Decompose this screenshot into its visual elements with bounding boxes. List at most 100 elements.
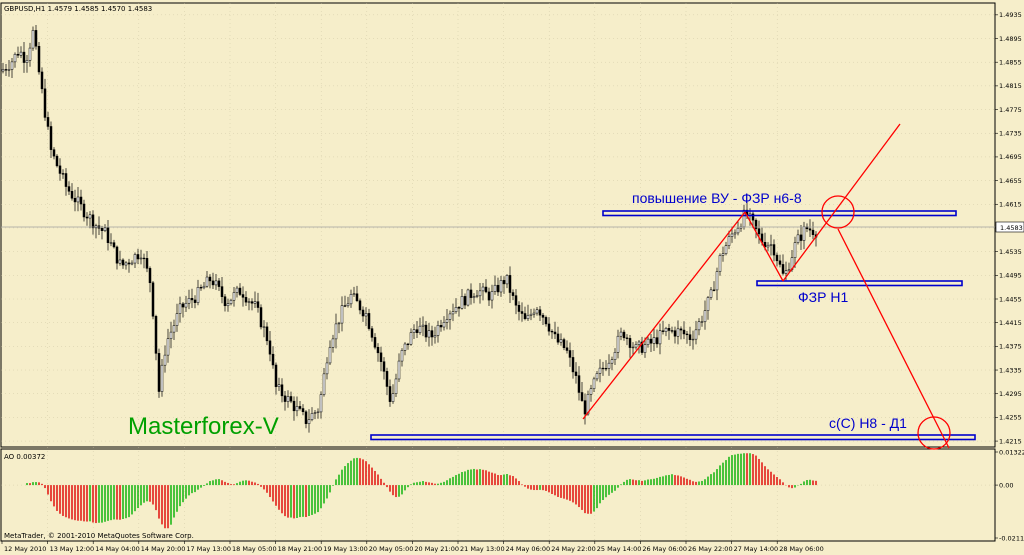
candle-bull: [631, 346, 635, 349]
candle-bear: [127, 262, 131, 265]
candle-bull: [310, 413, 314, 420]
candle-bull: [178, 303, 182, 314]
candle-bear: [91, 214, 95, 229]
candle-bull: [334, 323, 338, 340]
x-tick-label: 21 May 13:00: [460, 545, 505, 553]
zone-mid[interactable]: [756, 280, 963, 287]
candle-bear: [625, 337, 629, 339]
candle-bear: [763, 241, 767, 248]
candle-bear: [151, 282, 155, 317]
symbol-info-label: GBPUSD,H1 1.4579 1.4585 1.4570 1.4583: [4, 5, 152, 13]
candle-bull: [28, 47, 32, 61]
candle-bull: [172, 325, 176, 333]
candle-bear: [34, 30, 38, 47]
candle-bear: [115, 246, 119, 264]
candle-bull: [445, 319, 449, 323]
candle-bull: [559, 339, 563, 343]
trend-line-up[interactable]: [582, 211, 746, 420]
candle-bear: [583, 400, 587, 415]
main-panel-frame: [0, 2, 996, 448]
candle-bull: [325, 362, 329, 375]
candle-bull: [391, 393, 395, 402]
candle-bear: [523, 313, 527, 320]
candle-bull: [184, 302, 188, 308]
candle-bear: [157, 353, 161, 392]
zone-top[interactable]: [602, 210, 957, 217]
trend-line-down[interactable]: [744, 211, 784, 282]
candle-bear: [292, 400, 296, 412]
candle-bear: [415, 329, 419, 333]
candle-bull: [340, 305, 344, 324]
ao-histogram: 0.01322 0.00 -0.02115: [1, 448, 1024, 542]
candle-bear: [43, 88, 47, 118]
candle-bull: [589, 388, 593, 395]
candle-bull: [1, 69, 5, 72]
candle-bull: [691, 338, 695, 341]
ao-y-tick-label: 0.01322: [999, 448, 1024, 456]
candle-bear: [502, 280, 506, 285]
candle-bull: [133, 254, 137, 264]
candle-bear: [511, 292, 515, 296]
candle-bull: [394, 378, 398, 394]
candle-bear: [751, 213, 755, 221]
candle-bear: [223, 296, 227, 307]
candle-bull: [532, 312, 536, 315]
candle-bear: [82, 203, 86, 218]
zone-bottom[interactable]: [370, 434, 976, 441]
candle-bear: [574, 371, 578, 376]
candle-bull: [616, 335, 620, 353]
x-tick-label: 13 May 12:00: [50, 545, 95, 553]
trend-line-projection-up[interactable]: [782, 123, 901, 282]
y-tick-label: 1.4335: [999, 366, 1022, 374]
target-circle-top[interactable]: [821, 195, 855, 229]
candle-bear: [382, 361, 386, 372]
candle-bear: [565, 347, 569, 351]
trend-line-projection-down[interactable]: [837, 228, 950, 449]
candle-bull: [505, 275, 509, 285]
candle-bull: [703, 310, 707, 322]
y-tick-label: 1.4855: [999, 59, 1022, 67]
candle-bull: [529, 313, 533, 316]
candle-bear: [577, 375, 581, 393]
x-tick-label: 19 May 13:00: [323, 545, 368, 553]
candle-bear: [541, 314, 545, 318]
candle-bull: [658, 330, 662, 345]
candle-bear: [781, 264, 785, 274]
candle-bear: [508, 275, 512, 293]
candle-bear: [571, 357, 575, 373]
candle-bull: [409, 332, 413, 345]
candle-bull: [139, 257, 143, 260]
candle-bear: [271, 353, 275, 366]
candle-bear: [376, 347, 380, 354]
x-tick-label: 27 May 14:00: [734, 545, 779, 553]
candlestick-series: [1, 24, 818, 433]
candle-bear: [556, 333, 560, 343]
y-tick-label: 1.4455: [999, 295, 1022, 303]
candle-bull: [793, 242, 797, 258]
candle-bull: [421, 324, 425, 327]
candle-bear: [514, 295, 518, 306]
candle-bull: [187, 298, 191, 304]
candle-bull: [130, 262, 134, 265]
candle-bear: [136, 254, 140, 260]
candle-bull: [352, 293, 356, 295]
candle-bear: [496, 284, 500, 293]
candle-bear: [208, 276, 212, 282]
candle-bull: [433, 335, 437, 338]
candle-bear: [85, 216, 89, 219]
target-circle-bottom[interactable]: [917, 416, 951, 450]
candle-bull: [277, 384, 281, 387]
candle-bull: [709, 289, 713, 298]
candle-bull: [226, 303, 230, 307]
candle-bear: [79, 196, 83, 205]
candle-bear: [49, 126, 53, 150]
y-tick-label: 1.4495: [999, 272, 1022, 280]
candle-bull: [697, 321, 701, 331]
x-tick-label: 17 May 13:00: [186, 545, 231, 553]
candle-bull: [592, 378, 596, 390]
copyright-label: MetaTrader, © 2001-2010 MetaQuotes Softw…: [4, 532, 194, 540]
candle-bull: [700, 321, 704, 323]
candle-bull: [175, 313, 179, 326]
candle-bear: [301, 408, 305, 413]
